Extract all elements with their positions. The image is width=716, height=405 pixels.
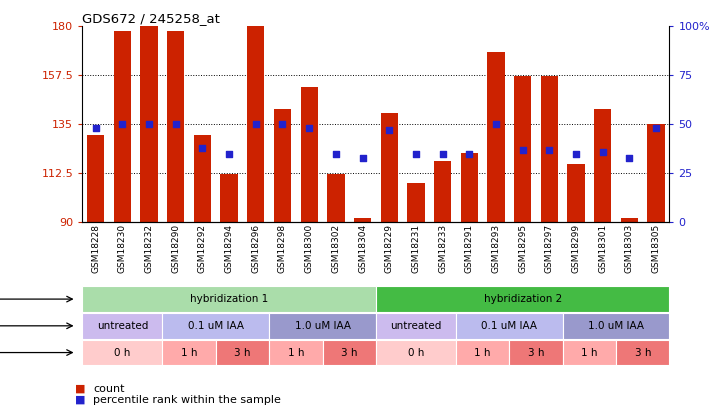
Bar [194, 135, 211, 222]
Text: 3 h: 3 h [528, 347, 544, 358]
Point [143, 121, 155, 128]
Text: 3 h: 3 h [234, 347, 251, 358]
Text: percentile rank within the sample: percentile rank within the sample [93, 395, 281, 405]
Text: 0 h: 0 h [114, 347, 130, 358]
Text: hybridization 1: hybridization 1 [190, 294, 268, 304]
Text: 1 h: 1 h [181, 347, 198, 358]
Bar [301, 87, 318, 222]
Bar [216, 340, 269, 365]
Point [197, 145, 208, 151]
Bar [327, 175, 344, 222]
Bar [87, 135, 105, 222]
Bar [376, 313, 456, 339]
Text: 1.0 uM IAA: 1.0 uM IAA [588, 321, 644, 331]
Bar [376, 340, 456, 365]
Bar [434, 161, 451, 222]
Bar [567, 164, 585, 222]
Bar [456, 340, 509, 365]
Text: hybridization 2: hybridization 2 [483, 294, 562, 304]
Text: ■: ■ [75, 395, 86, 405]
Bar [563, 340, 616, 365]
Bar [163, 313, 269, 339]
Bar [488, 53, 505, 222]
Bar [163, 340, 216, 365]
Text: 1 h: 1 h [475, 347, 491, 358]
Bar [114, 31, 131, 222]
Bar [563, 313, 669, 339]
Bar [407, 183, 425, 222]
Point [277, 121, 289, 128]
Bar [541, 77, 558, 222]
Point [357, 154, 368, 161]
Point [650, 125, 662, 132]
Bar [140, 26, 158, 222]
Point [90, 125, 102, 132]
Text: 0.1 uM IAA: 0.1 uM IAA [481, 321, 537, 331]
Bar [322, 340, 376, 365]
Point [490, 121, 502, 128]
Bar [221, 175, 238, 222]
Point [543, 147, 555, 153]
Text: 0 h: 0 h [407, 347, 424, 358]
Bar [594, 109, 611, 222]
Text: 3 h: 3 h [341, 347, 357, 358]
Bar [616, 340, 669, 365]
Bar [82, 286, 376, 312]
Bar [354, 218, 371, 222]
Point [330, 151, 342, 157]
Point [624, 154, 635, 161]
Point [597, 149, 609, 155]
Text: 1.0 uM IAA: 1.0 uM IAA [294, 321, 351, 331]
Bar [167, 31, 185, 222]
Bar [456, 313, 563, 339]
Point [571, 151, 582, 157]
Bar [514, 77, 531, 222]
Text: 1 h: 1 h [581, 347, 598, 358]
Bar [82, 313, 163, 339]
Text: count: count [93, 384, 125, 394]
Text: 3 h: 3 h [634, 347, 651, 358]
Bar [274, 109, 291, 222]
Point [117, 121, 128, 128]
Bar [509, 340, 563, 365]
Bar [247, 26, 264, 222]
Point [437, 151, 448, 157]
Bar [376, 286, 669, 312]
Text: GDS672 / 245258_at: GDS672 / 245258_at [82, 12, 221, 25]
Bar [460, 153, 478, 222]
Text: 0.1 uM IAA: 0.1 uM IAA [188, 321, 243, 331]
Point [463, 151, 475, 157]
Bar [82, 340, 163, 365]
Bar [381, 113, 398, 222]
Text: untreated: untreated [97, 321, 148, 331]
Point [410, 151, 422, 157]
Point [250, 121, 261, 128]
Point [170, 121, 181, 128]
Bar [269, 313, 376, 339]
Text: 1 h: 1 h [288, 347, 304, 358]
Point [223, 151, 235, 157]
Point [384, 127, 395, 134]
Bar [269, 340, 322, 365]
Bar [621, 218, 638, 222]
Point [304, 125, 315, 132]
Bar [647, 124, 664, 222]
Text: ■: ■ [75, 384, 86, 394]
Point [517, 147, 528, 153]
Text: untreated: untreated [390, 321, 442, 331]
